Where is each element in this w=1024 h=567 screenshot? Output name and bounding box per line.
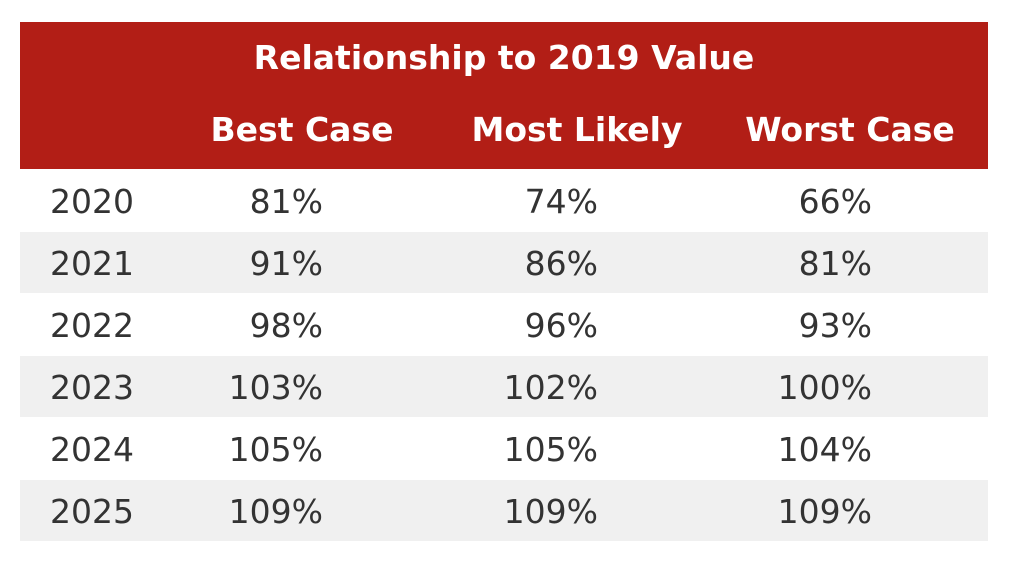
- table-row: 2023 103% 102% 100%: [20, 356, 988, 417]
- table-cell: 81%: [249, 182, 323, 221]
- table-cell: 109%: [503, 492, 598, 531]
- row-label: 2025: [50, 492, 134, 531]
- table-cell: 86%: [524, 244, 598, 283]
- column-header: Best Case: [210, 110, 394, 149]
- table-cell: 105%: [503, 430, 598, 469]
- table-cell: 105%: [228, 430, 323, 469]
- table-row: 2021 91% 86% 81%: [20, 232, 988, 293]
- table-row: 2025 109% 109% 109%: [20, 480, 988, 541]
- table-row: 2024 105% 105% 104%: [20, 418, 988, 479]
- table-cell: 81%: [798, 244, 872, 283]
- table-cell: 96%: [524, 306, 598, 345]
- table-cell: 91%: [249, 244, 323, 283]
- table-header: Relationship to 2019 Value Best Case Most…: [20, 22, 988, 169]
- row-label: 2024: [50, 430, 134, 469]
- row-label: 2023: [50, 368, 134, 407]
- table-row: 2020 81% 74% 66%: [20, 170, 988, 231]
- table-cell: 109%: [228, 492, 323, 531]
- table-cell: 98%: [249, 306, 323, 345]
- table-title: Relationship to 2019 Value: [253, 38, 755, 77]
- table-cell: 74%: [524, 182, 598, 221]
- row-label: 2022: [50, 306, 134, 345]
- table-row: 2022 98% 96% 93%: [20, 294, 988, 355]
- table-cell: 100%: [777, 368, 872, 407]
- table-cell: 103%: [228, 368, 323, 407]
- table-cell: 104%: [777, 430, 872, 469]
- table-cell: 102%: [503, 368, 598, 407]
- column-header: Worst Case: [745, 110, 955, 149]
- column-header: Most Likely: [471, 110, 683, 149]
- row-label: 2020: [50, 182, 134, 221]
- row-label: 2021: [50, 244, 134, 283]
- table-cell: 109%: [777, 492, 872, 531]
- table-cell: 66%: [798, 182, 872, 221]
- table-cell: 93%: [798, 306, 872, 345]
